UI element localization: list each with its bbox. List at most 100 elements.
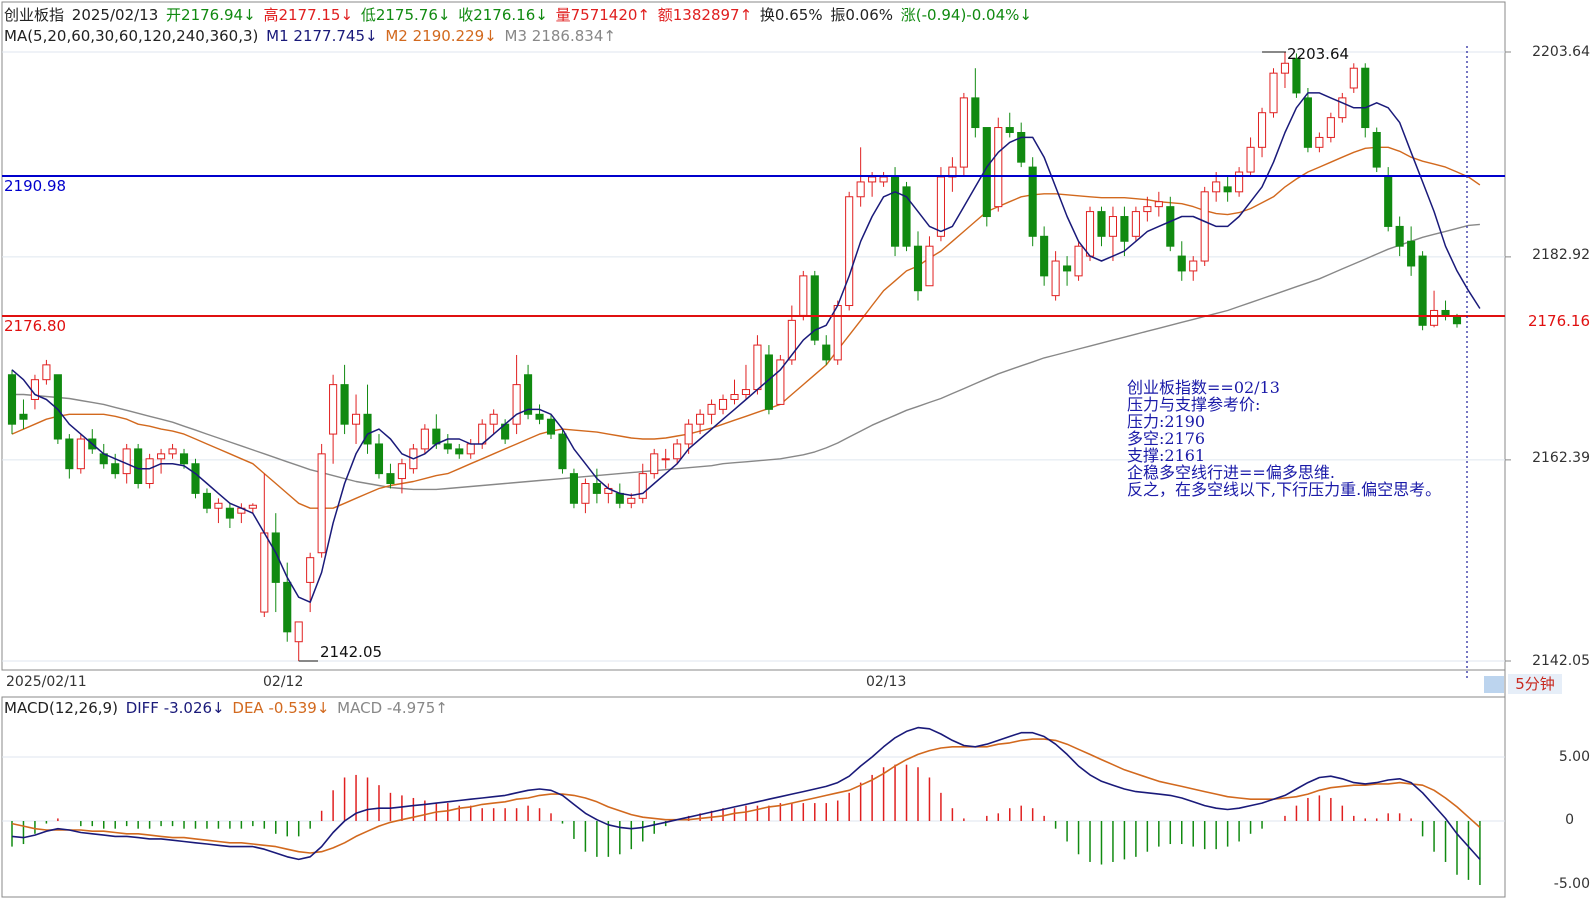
candle-body [306, 557, 315, 583]
candle [1177, 241, 1186, 281]
index-name: 创业板指 [4, 6, 65, 24]
candle-body [455, 448, 464, 455]
candle [650, 448, 659, 479]
candle [1338, 92, 1347, 123]
candle-body [753, 344, 762, 391]
candle [638, 463, 647, 504]
macd-tick: 5.00 [1558, 749, 1590, 765]
candle [1430, 290, 1439, 328]
candle-body [1441, 309, 1450, 316]
current-price-tag: 2176.16 [1527, 312, 1590, 330]
candle-body [1338, 97, 1347, 119]
candle-body [271, 532, 280, 583]
candle [879, 172, 888, 187]
candle [1223, 176, 1232, 202]
candle [443, 434, 452, 454]
candle [225, 503, 234, 529]
candle [1005, 112, 1014, 138]
candle [202, 488, 212, 514]
candle [1131, 206, 1140, 242]
candle [1418, 251, 1427, 331]
candle-body [569, 473, 578, 504]
candle-body [1166, 206, 1175, 247]
candle-body [1326, 117, 1335, 138]
grid-lines [2, 51, 1511, 662]
candle-body [7, 374, 17, 425]
candle-body [1269, 72, 1278, 114]
candle [306, 552, 315, 613]
candle [845, 191, 854, 311]
candle-body [1246, 146, 1255, 173]
candle-body [1131, 211, 1140, 237]
candle [65, 434, 74, 479]
candle-body [627, 497, 636, 504]
low-extreme-label: 2142.05 [320, 643, 383, 661]
candle-body [191, 463, 200, 494]
date-label: 02/13 [866, 674, 907, 690]
candle-body [959, 97, 968, 168]
candle [489, 409, 498, 435]
amplitude-value: 振0.06% [830, 6, 894, 24]
candle [214, 498, 223, 524]
candle [913, 231, 923, 301]
candle [374, 434, 384, 479]
candle [1120, 206, 1129, 257]
diff-value: DIFF -3.026↓ [125, 699, 225, 717]
candle-body [1361, 67, 1370, 129]
candle [592, 468, 601, 504]
candle-body [684, 423, 693, 445]
candle-body [787, 319, 796, 361]
candle-body [913, 245, 923, 292]
candle-body [730, 394, 739, 400]
candlesticks [7, 52, 1462, 661]
price-tick: 2142.05 [1532, 653, 1590, 669]
volume-value: 量7571420↑ [555, 6, 650, 24]
candle-body [1085, 211, 1095, 257]
candle-body [283, 581, 292, 633]
candle-body [397, 463, 406, 480]
ma1-value: M1 2177.745↓ [266, 27, 378, 45]
candle [1280, 52, 1290, 88]
candle-body [810, 275, 819, 341]
candle-body [363, 413, 372, 445]
note-line: 反之，在多空线以下,下行压力重.偏空思考。 [1127, 480, 1442, 499]
candle-body [512, 384, 521, 425]
candle-body [558, 433, 567, 470]
candle-body [1372, 131, 1381, 168]
candle-body [1143, 206, 1152, 213]
candle [145, 453, 154, 489]
candle [1040, 226, 1049, 286]
period-selector[interactable]: 5分钟 [1508, 674, 1562, 694]
candle [157, 448, 166, 474]
candle-body [1063, 265, 1072, 272]
quote-date: 2025/02/13 [71, 6, 159, 24]
candle-body [661, 458, 670, 461]
candle-body [179, 453, 189, 465]
candle-body [145, 458, 154, 485]
candle-body [1108, 216, 1118, 237]
candle [971, 68, 980, 138]
candle-body [1395, 225, 1404, 247]
macd-value: MACD -4.975↑ [337, 699, 448, 717]
candle [260, 473, 269, 617]
candle-body [1212, 181, 1221, 193]
extreme-markers [298, 51, 1286, 662]
candle [294, 621, 303, 661]
candle [696, 409, 705, 435]
candle [994, 117, 1003, 212]
candle [1154, 191, 1163, 217]
candle-body [76, 438, 85, 470]
candle [1143, 196, 1152, 222]
scroll-indicator[interactable] [1484, 676, 1504, 693]
resistance-label: 2190.98 [4, 177, 67, 195]
turnover-value: 换0.65% [759, 6, 823, 24]
candle-body [1200, 191, 1209, 262]
macd-tick: -5.00 [1553, 876, 1590, 892]
candle-body [214, 502, 223, 509]
candle-body [868, 176, 877, 183]
candle [810, 270, 819, 346]
candle [1269, 68, 1278, 118]
candle-body [524, 374, 533, 415]
candle-body [1349, 67, 1358, 89]
quote-header: 创业板指 2025/02/13 开2176.94↓ 高2177.15↓ 低217… [4, 6, 1035, 24]
